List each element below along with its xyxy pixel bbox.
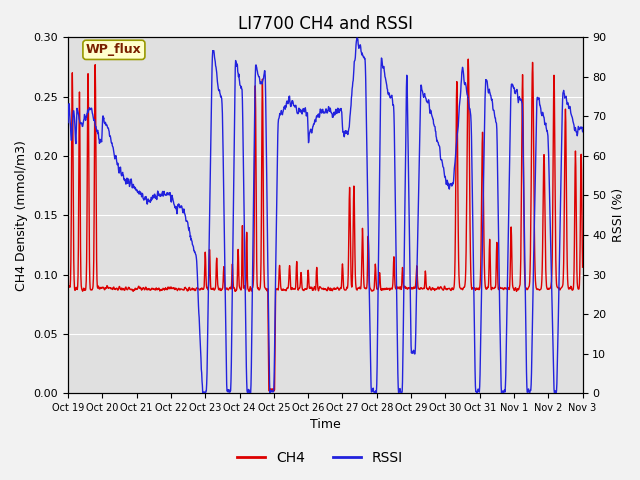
Legend: CH4, RSSI: CH4, RSSI	[232, 445, 408, 471]
X-axis label: Time: Time	[310, 419, 340, 432]
Y-axis label: CH4 Density (mmol/m3): CH4 Density (mmol/m3)	[15, 140, 28, 291]
Title: LI7700 CH4 and RSSI: LI7700 CH4 and RSSI	[238, 15, 413, 33]
Y-axis label: RSSI (%): RSSI (%)	[612, 188, 625, 242]
Text: WP_flux: WP_flux	[86, 43, 142, 56]
